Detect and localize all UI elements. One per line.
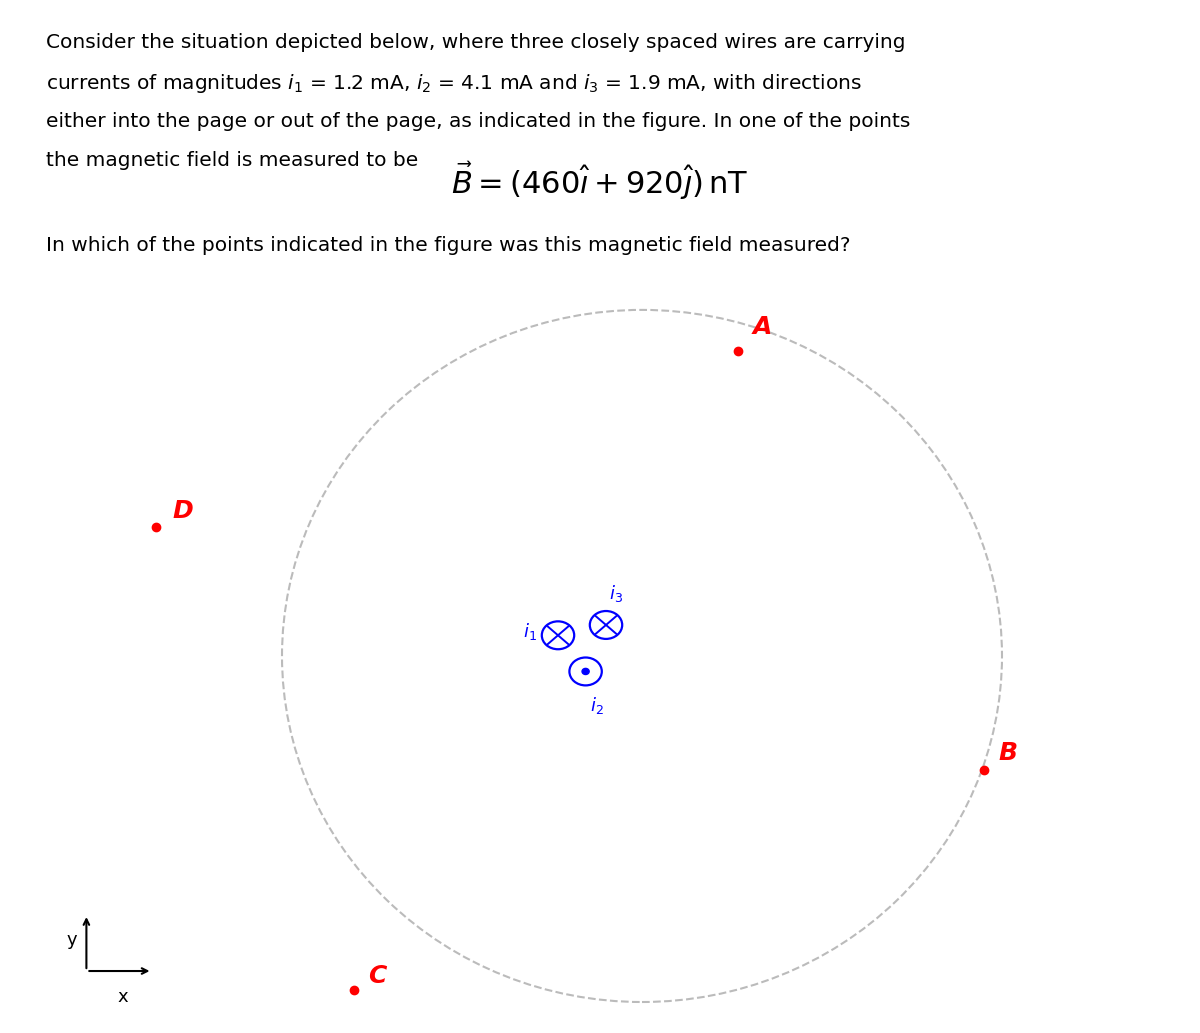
Text: y: y	[66, 931, 77, 948]
Text: C: C	[368, 964, 386, 988]
Text: B: B	[998, 742, 1018, 765]
Text: Consider the situation depicted below, where three closely spaced wires are carr: Consider the situation depicted below, w…	[46, 33, 905, 52]
Text: either into the page or out of the page, as indicated in the figure. In one of t: either into the page or out of the page,…	[46, 112, 910, 130]
Text: currents of magnitudes $i_1$ = 1.2 mA, $i_2$ = 4.1 mA and $i_3$ = 1.9 mA, with d: currents of magnitudes $i_1$ = 1.2 mA, $…	[46, 72, 862, 95]
Text: $i_1$: $i_1$	[523, 621, 536, 641]
Text: the magnetic field is measured to be: the magnetic field is measured to be	[46, 151, 418, 169]
Text: $i_3$: $i_3$	[610, 583, 623, 604]
Text: $i_2$: $i_2$	[590, 695, 605, 716]
Text: $\vec{B} = (460\hat{\imath} + 920\hat{\jmath})\,\mathrm{nT}$: $\vec{B} = (460\hat{\imath} + 920\hat{\j…	[451, 160, 749, 201]
Text: In which of the points indicated in the figure was this magnetic field measured?: In which of the points indicated in the …	[46, 236, 850, 254]
Text: D: D	[173, 499, 193, 523]
Text: A: A	[752, 315, 772, 339]
Text: x: x	[118, 988, 128, 1005]
Circle shape	[582, 668, 589, 675]
